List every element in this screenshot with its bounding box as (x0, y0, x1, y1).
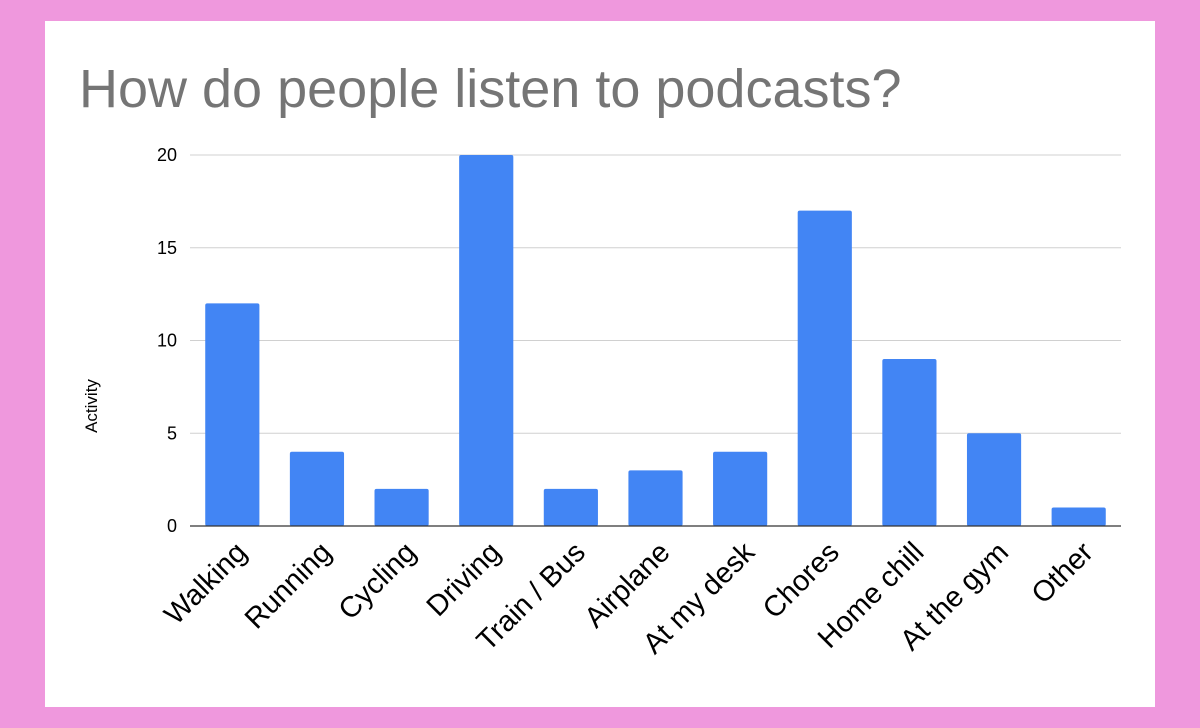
y-tick-labels: 0 5 10 15 20 (157, 145, 177, 536)
bar (797, 210, 852, 526)
y-tick-label: 5 (167, 423, 177, 443)
bar (713, 451, 768, 526)
bar (882, 359, 937, 526)
x-tick-label: Other (1026, 536, 1100, 610)
x-tick-label: Walking (158, 536, 253, 631)
bar (289, 451, 345, 526)
gridlines (190, 154, 1121, 434)
bar-chart: 0 5 10 15 20 WalkingRunningCyclingDrivingTra… (82, 145, 1121, 660)
bar (628, 470, 683, 526)
x-tick-label: Cycling (333, 536, 423, 626)
bars (205, 155, 1106, 526)
bar (543, 488, 598, 526)
bar (1051, 507, 1106, 526)
chart-panel: How do people listen to podcasts? 0 5 10 15… (45, 21, 1155, 707)
y-tick-label: 10 (157, 331, 177, 351)
bar (966, 433, 1022, 526)
y-tick-label: 0 (167, 516, 177, 536)
y-tick-label: 20 (157, 145, 177, 165)
y-axis-label: Activity (82, 379, 101, 433)
y-tick-label: 15 (157, 238, 177, 258)
x-tick-label: Running (239, 536, 338, 635)
x-tick-label: Driving (421, 536, 507, 622)
bar (374, 488, 429, 526)
bar (459, 155, 514, 526)
chart-title: How do people listen to podcasts? (79, 59, 902, 119)
bar (205, 303, 260, 526)
